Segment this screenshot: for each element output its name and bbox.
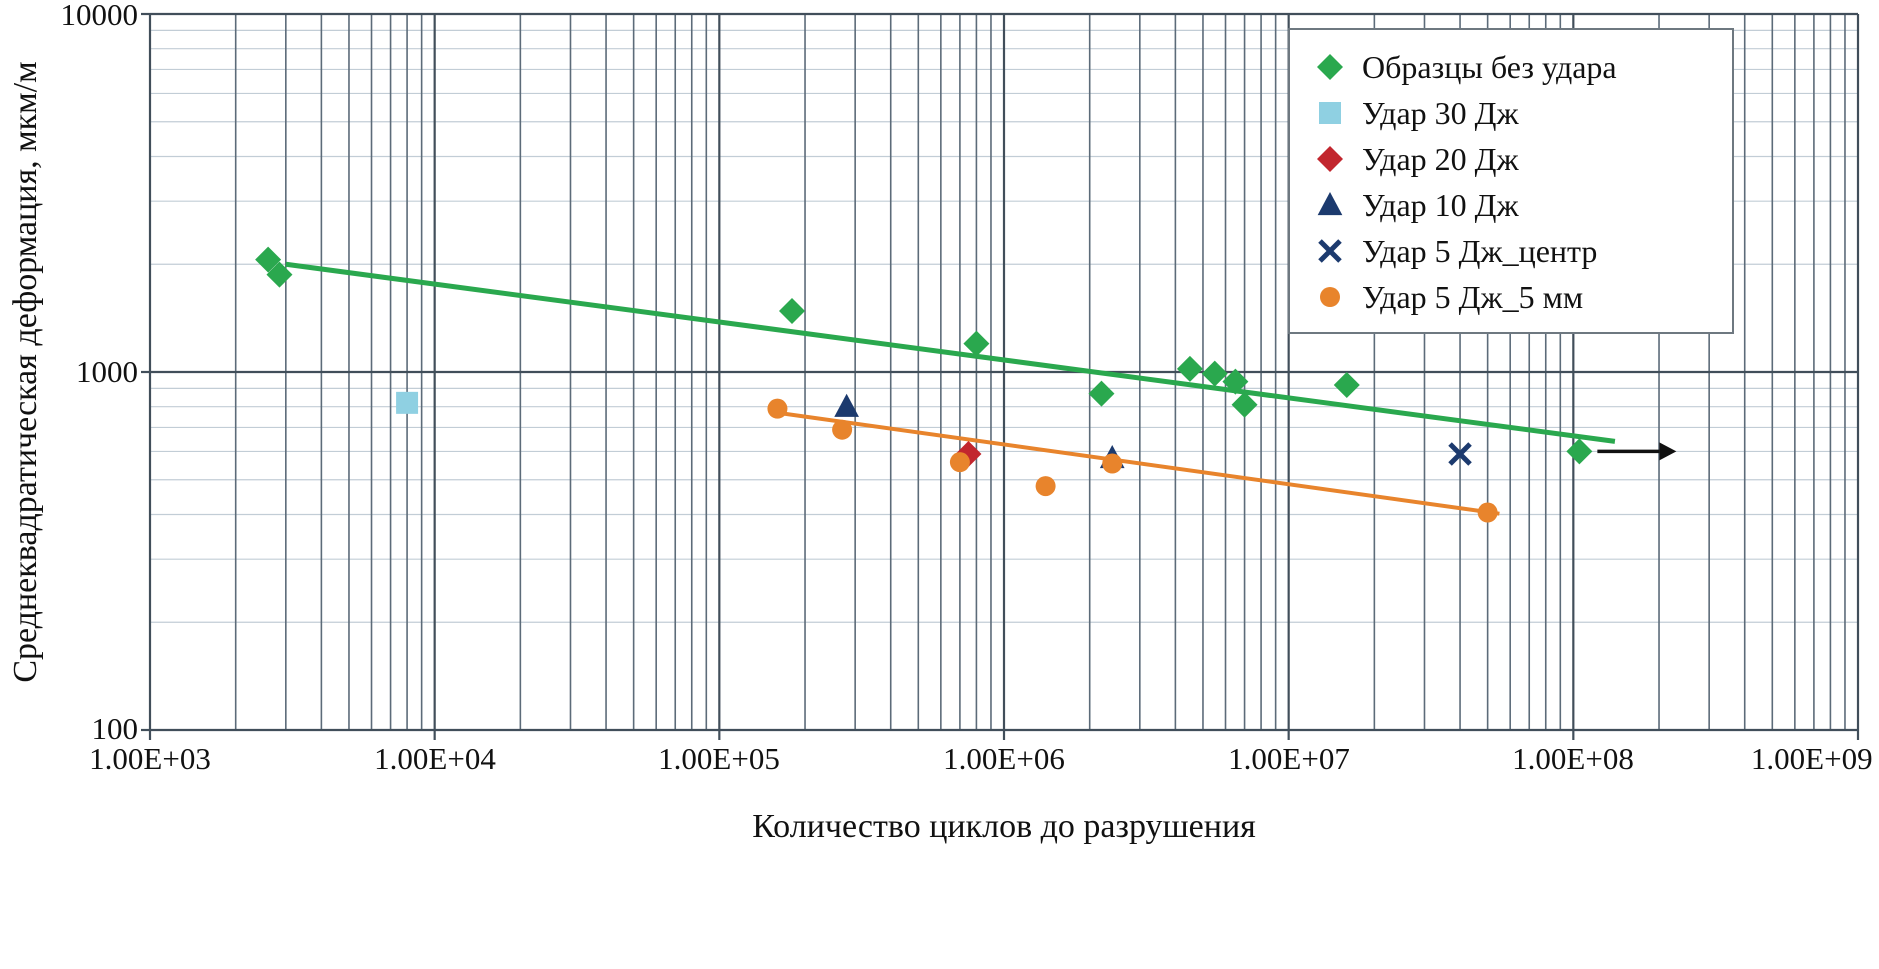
legend: Образцы без удара Удар 30 Дж Удар 20 Дж …: [1288, 28, 1734, 334]
triangle-icon: [1314, 189, 1346, 221]
x-tick-label: 1.00E+03: [89, 741, 211, 776]
x-tick-label: 1.00E+09: [1750, 741, 1873, 776]
y-tick-label: 10000: [60, 0, 139, 32]
x-axis-title: Количество циклов до разрушения: [752, 808, 1256, 845]
y-tick-label: 1000: [76, 354, 138, 389]
y-tick-label: 100: [91, 711, 139, 746]
legend-item: Удар 20 Дж: [1314, 136, 1722, 182]
legend-label: Удар 5 Дж_центр: [1362, 232, 1598, 269]
legend-item: Удар 30 Дж: [1314, 90, 1722, 136]
x-tick-label: 1.00E+08: [1512, 741, 1634, 776]
legend-label: Удар 5 Дж_5 мм: [1362, 278, 1584, 315]
legend-label: Удар 30 Дж: [1362, 94, 1519, 131]
legend-item: Образцы без удара: [1314, 44, 1722, 90]
x-tick-label: 1.00E+07: [1228, 741, 1350, 776]
x-icon: [1314, 235, 1346, 267]
diamond-icon: [1314, 51, 1346, 83]
y-axis-title: Среднеквадратическая деформация, мкм/м: [7, 61, 44, 683]
x-tick-label: 1.00E+06: [943, 741, 1065, 776]
legend-label: Удар 20 Дж: [1362, 140, 1519, 177]
x-tick-label: 1.00E+05: [658, 741, 780, 776]
legend-item: Удар 5 Дж_5 мм: [1314, 274, 1722, 320]
circle-icon: [1314, 281, 1346, 313]
square-icon: [1314, 97, 1346, 129]
x-tick-label: 1.00E+04: [374, 741, 496, 776]
legend-item: Удар 10 Дж: [1314, 182, 1722, 228]
diamond-icon: [1314, 143, 1346, 175]
legend-label: Образцы без удара: [1362, 48, 1617, 85]
legend-label: Удар 10 Дж: [1362, 186, 1519, 223]
legend-item: Удар 5 Дж_центр: [1314, 228, 1722, 274]
